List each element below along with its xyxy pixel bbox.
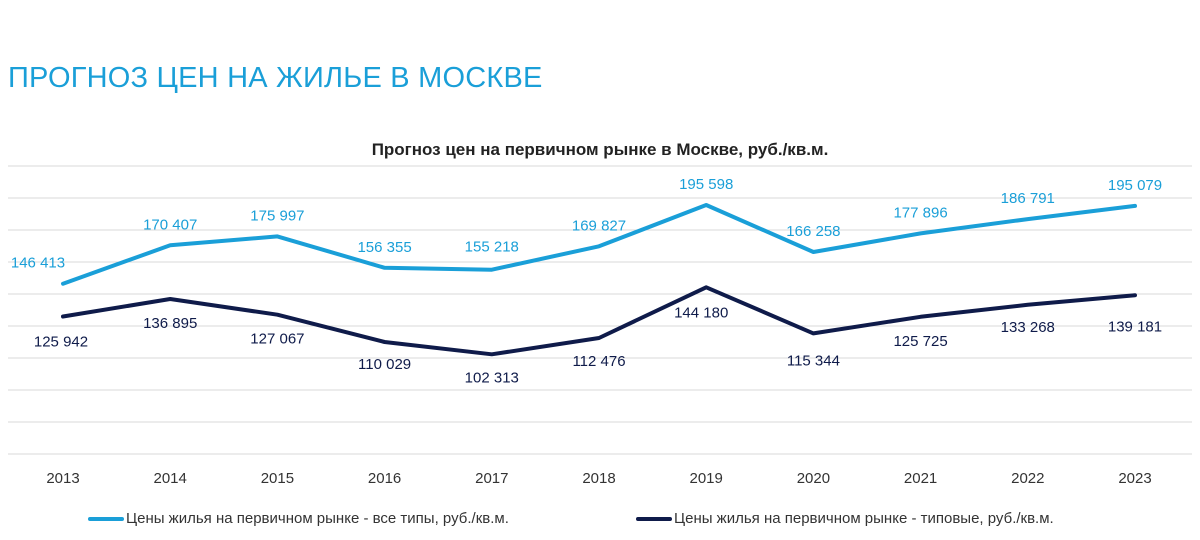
data-label-typical: 110 029 <box>358 356 411 373</box>
data-label-all-types: 195 598 <box>679 176 733 193</box>
legend-swatch-typical <box>636 516 672 521</box>
data-label-typical: 133 268 <box>1001 319 1055 336</box>
x-tick-label: 2021 <box>904 470 937 487</box>
data-label-typical: 112 476 <box>572 353 625 370</box>
data-label-typical: 136 895 <box>143 315 197 332</box>
chart-title: Прогноз цен на первичном рынке в Москве,… <box>371 140 829 159</box>
x-tick-label: 2018 <box>582 470 615 487</box>
data-label-all-types: 166 258 <box>786 223 840 240</box>
legend-label-all-types: Цены жилья на первичном рынке - все типы… <box>126 510 509 527</box>
data-label-all-types: 177 896 <box>893 204 947 221</box>
legend-item-typical: Цены жилья на первичном рынке - типовые,… <box>636 510 1054 527</box>
x-tick-label: 2014 <box>154 470 187 487</box>
legend-item-all-types: Цены жилья на первичном рынке - все типы… <box>88 510 509 527</box>
data-label-typical: 115 344 <box>787 352 840 369</box>
data-label-all-types: 186 791 <box>1001 190 1055 207</box>
x-tick-label: 2013 <box>46 470 79 487</box>
data-label-all-types: 156 355 <box>357 239 411 256</box>
data-label-all-types: 195 079 <box>1108 177 1162 194</box>
legend-label-typical: Цены жилья на первичном рынке - типовые,… <box>674 510 1054 527</box>
data-label-typical: 125 942 <box>34 333 88 350</box>
x-tick-label: 2017 <box>475 470 508 487</box>
data-label-typical: 127 067 <box>250 331 304 348</box>
x-tick-label: 2019 <box>690 470 723 487</box>
x-tick-label: 2020 <box>797 470 830 487</box>
data-label-typical: 144 180 <box>674 304 728 321</box>
data-label-all-types: 169 827 <box>572 217 626 234</box>
data-label-all-types: 175 997 <box>250 207 304 224</box>
legend-swatch-all-types <box>88 516 124 521</box>
data-label-all-types: 155 218 <box>465 239 519 256</box>
data-label-typical: 102 313 <box>465 369 519 386</box>
x-tick-label: 2015 <box>261 470 294 487</box>
data-label-typical: 139 181 <box>1108 318 1162 335</box>
chart-legend: Цены жилья на первичном рынке - все типы… <box>0 510 1200 532</box>
x-tick-label: 2016 <box>368 470 401 487</box>
series-line-typical <box>61 285 1137 357</box>
page-title: ПРОГНОЗ ЦЕН НА ЖИЛЬЕ В МОСКВЕ <box>8 62 543 94</box>
x-tick-label: 2023 <box>1118 470 1151 487</box>
data-label-all-types: 170 407 <box>143 216 197 233</box>
data-label-typical: 125 725 <box>893 333 947 350</box>
x-tick-label: 2022 <box>1011 470 1044 487</box>
data-label-all-types: 146 413 <box>11 255 65 272</box>
